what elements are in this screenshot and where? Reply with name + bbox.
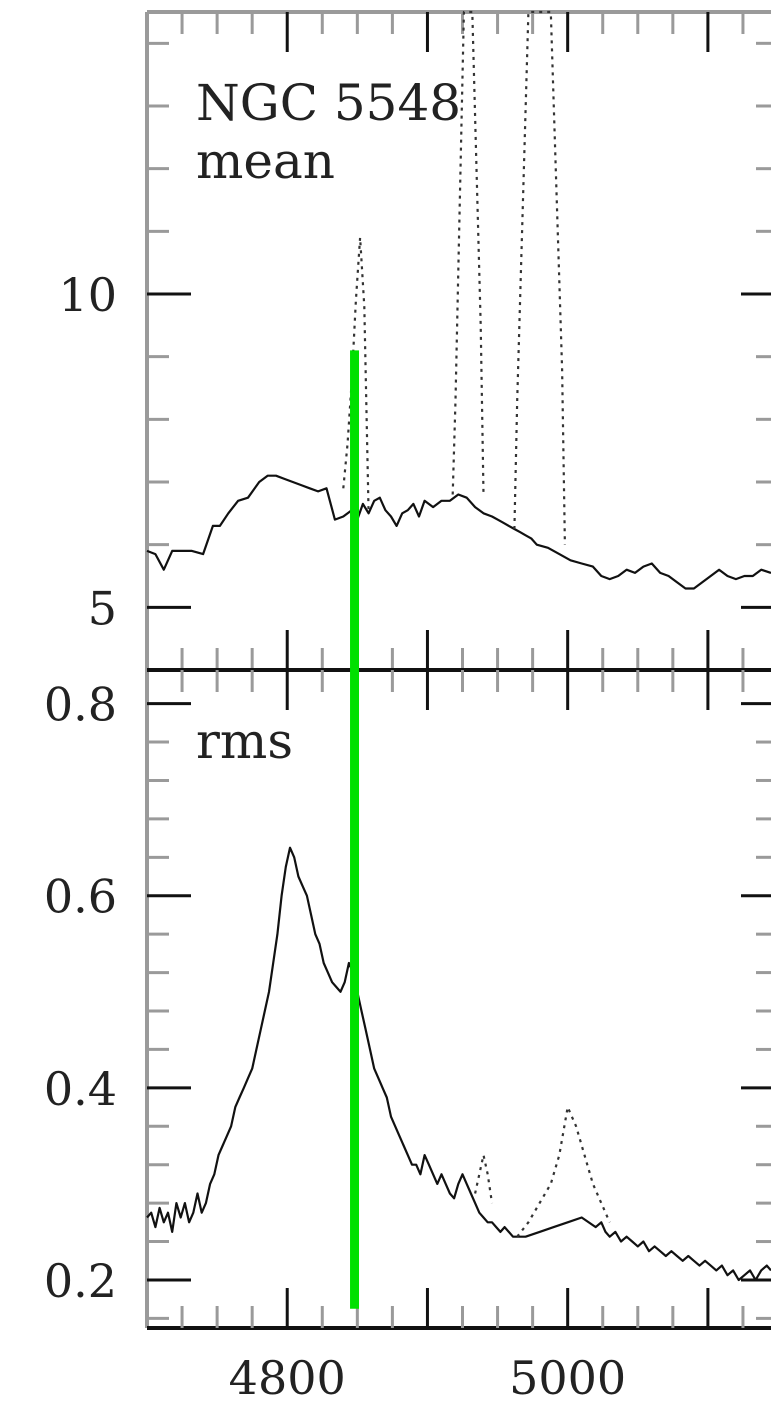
object-name-label: NGC 5548: [196, 74, 461, 132]
x-tick-label: 4800: [229, 1351, 346, 1405]
rms-label: rms: [196, 712, 293, 770]
bottom-panel-series: [147, 848, 771, 1280]
y-tick-label: 0.6: [44, 870, 117, 924]
x-tick-label: 5000: [509, 1351, 626, 1405]
dotted-line-series: [475, 1155, 492, 1203]
top-panel-tick-labels: 5 10: [58, 268, 117, 635]
mean-label: mean: [196, 132, 335, 190]
mean-spectrum-panel: 5 10 NGC 5548 mean: [58, 12, 771, 670]
y-tick-label: 5: [88, 581, 117, 635]
y-tick-label: 0.2: [44, 1254, 117, 1308]
dotted-line-series: [517, 1107, 610, 1237]
y-tick-label: 0.4: [44, 1062, 117, 1116]
y-tick-label: 10: [58, 268, 117, 322]
bottom-panel-tick-labels: 0.2 0.4 0.6 0.8 4800 5000: [44, 678, 626, 1405]
y-tick-label: 0.8: [44, 678, 117, 732]
rms-spectrum-panel: 0.2 0.4 0.6 0.8 4800 5000 rms: [44, 670, 771, 1405]
spectrum-line-series: [147, 848, 771, 1280]
dotted-line-series: [514, 12, 565, 545]
spectrum-line-series: [147, 476, 771, 589]
